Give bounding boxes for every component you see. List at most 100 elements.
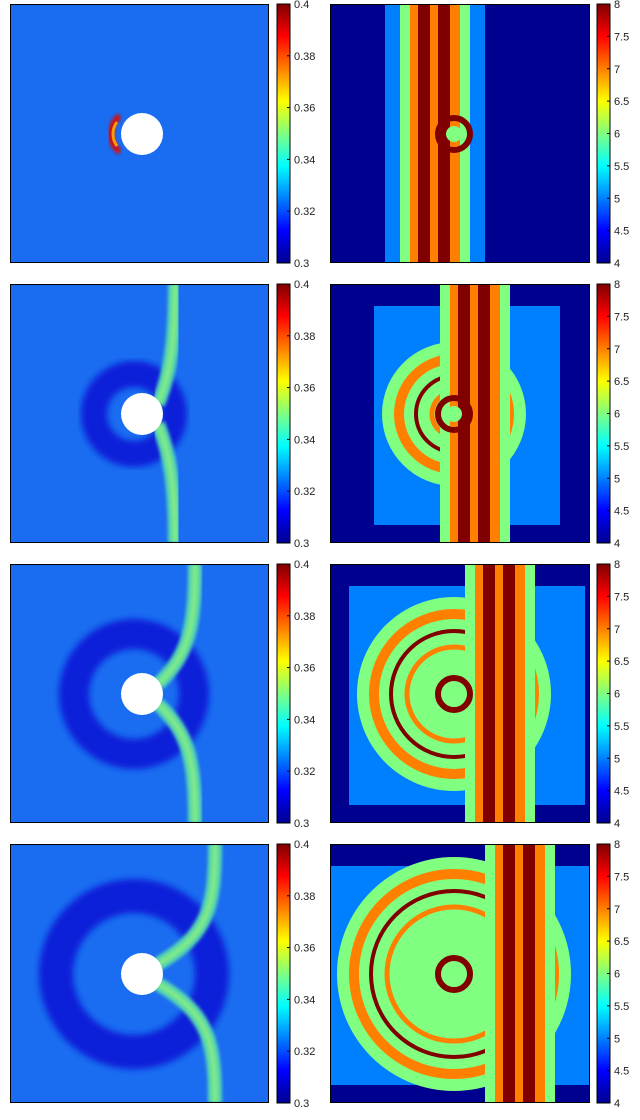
colorbar-tick-label: 4.5 xyxy=(614,226,629,238)
colorbar-tick-label: 0.32 xyxy=(294,1046,315,1058)
panel-frame xyxy=(10,844,269,1103)
mesh-panel xyxy=(330,284,590,543)
hot-edge-outer xyxy=(111,121,119,147)
panel-frame xyxy=(10,564,269,823)
obstacle-core xyxy=(446,406,462,422)
band-zone-8-left xyxy=(418,4,430,263)
colorbar-tick-label: 0.32 xyxy=(294,486,315,498)
panel-frame xyxy=(330,284,590,543)
colorbar-tick-label: 0.34 xyxy=(294,994,315,1006)
plume-core xyxy=(156,564,198,823)
colorbar-tick-label: 0.3 xyxy=(294,1098,309,1110)
hot-edge xyxy=(107,113,122,155)
colorbar-tick-label: 7 xyxy=(614,344,620,356)
wave-ring xyxy=(59,619,209,769)
band-zone-7 xyxy=(495,844,545,1103)
colorbar-tick-label: 0.38 xyxy=(294,891,315,903)
band-zone-8-right xyxy=(478,284,490,543)
colorbar-tick-label: 4 xyxy=(614,258,620,270)
colorbar-gradient xyxy=(276,283,291,544)
obstacle-ring xyxy=(435,955,473,993)
colorbar-tick-label: 4 xyxy=(614,538,620,550)
colorbar-tick-label: 6.5 xyxy=(614,96,629,108)
colorbar-gradient xyxy=(276,843,291,1104)
panel-frame xyxy=(330,4,590,263)
colorbar-tick-label: 0.38 xyxy=(294,331,315,343)
colorbar-tick-label: 0.38 xyxy=(294,611,315,623)
colorbar-tick-label: 7.5 xyxy=(614,31,629,43)
mesh-panel xyxy=(330,844,590,1103)
colorbar-tick-label: 4.5 xyxy=(614,1066,629,1078)
band-zone-7 xyxy=(475,564,525,823)
mesh-panel xyxy=(330,564,590,823)
panel-frame xyxy=(10,284,269,543)
colorbar-tick-label: 4 xyxy=(614,1098,620,1110)
field-colorbar: 0.4 0.38 0.36 0.34 0.32 0.3 xyxy=(276,839,315,1110)
colorbar-tick-label: 0.36 xyxy=(294,663,315,675)
colorbar-tick-label: 6 xyxy=(614,129,620,141)
colorbar-tick-label: 7 xyxy=(614,64,620,76)
colorbar-tick-label: 6.5 xyxy=(614,936,629,948)
colorbar-tick-label: 0.36 xyxy=(294,383,315,395)
colorbar-tick-label: 5.5 xyxy=(614,161,629,173)
band-zone-8-left xyxy=(503,844,515,1103)
colorbar-tick-label: 0.4 xyxy=(294,559,309,571)
colorbar-tick-label: 0.32 xyxy=(294,206,315,218)
colorbar-tick-label: 0.32 xyxy=(294,766,315,778)
colorbar-tick-label: 4 xyxy=(614,818,620,830)
band-zone-8-right xyxy=(523,844,535,1103)
band-zone-8-right xyxy=(438,4,450,263)
colorbar-tick-label: 5 xyxy=(614,473,620,485)
obstacle-disc xyxy=(121,393,163,435)
colorbar-tick-label: 0.36 xyxy=(294,943,315,955)
colorbar-tick-label: 4.5 xyxy=(614,506,629,518)
field-panel xyxy=(10,284,269,543)
colorbar-tick-label: 0.34 xyxy=(294,154,315,166)
colorbar-tick-label: 0.34 xyxy=(294,434,315,446)
band-zone-8-left xyxy=(483,564,495,823)
colorbar-tick-label: 0.3 xyxy=(294,258,309,270)
colorbar-tick-label: 6.5 xyxy=(614,376,629,388)
obstacle-core xyxy=(446,966,462,982)
field-colorbar: 0.4 0.38 0.36 0.34 0.32 0.3 xyxy=(276,0,315,270)
plume-core xyxy=(156,844,218,1103)
colorbar-tick-label: 6.5 xyxy=(614,656,629,668)
obstacle-core xyxy=(446,126,462,142)
colorbar-tick-label: 5.5 xyxy=(614,441,629,453)
colorbar-tick-label: 4.5 xyxy=(614,786,629,798)
colorbar-tick-label: 0.3 xyxy=(294,538,309,550)
mesh-colorbar: 8 7.5 7 6.5 6 5.5 5 4.5 4 xyxy=(596,0,629,270)
colorbar-tick-label: 5 xyxy=(614,1033,620,1045)
field-colorbar: 0.4 0.38 0.36 0.34 0.32 0.3 xyxy=(276,559,315,830)
colorbar-tick-label: 7.5 xyxy=(614,871,629,883)
obstacle-disc xyxy=(121,673,163,715)
colorbar-tick-label: 5 xyxy=(614,753,620,765)
obstacle-disc xyxy=(121,113,163,155)
field-colorbar: 0.4 0.38 0.36 0.34 0.32 0.3 xyxy=(276,279,315,550)
colorbar-gradient xyxy=(276,3,291,264)
colorbar-tick-label: 0.4 xyxy=(294,839,309,851)
panel-frame xyxy=(330,564,590,823)
colorbar-tick-label: 8 xyxy=(614,839,620,851)
band-zone-8-left xyxy=(458,284,470,543)
colorbar-tick-label: 5.5 xyxy=(614,721,629,733)
colorbar-tick-label: 6 xyxy=(614,969,620,981)
field-panel xyxy=(10,4,269,263)
colorbar-gradient xyxy=(276,563,291,824)
colorbar-tick-label: 0.38 xyxy=(294,51,315,63)
field-panel xyxy=(10,564,269,823)
colorbar-tick-label: 0.36 xyxy=(294,103,315,115)
obstacle-ring xyxy=(435,675,473,713)
colorbar-tick-label: 6 xyxy=(614,689,620,701)
colorbar-tick-label: 7 xyxy=(614,904,620,916)
colorbar-tick-label: 7.5 xyxy=(614,311,629,323)
colorbar-tick-label: 5.5 xyxy=(614,1001,629,1013)
wave-ring xyxy=(81,361,187,467)
plume-core xyxy=(155,284,178,543)
panel-frame xyxy=(330,844,590,1103)
mesh-colorbar: 8 7.5 7 6.5 6 5.5 5 4.5 4 xyxy=(596,559,629,830)
field-panel xyxy=(10,844,269,1103)
colorbar-tick-label: 0.3 xyxy=(294,818,309,830)
mesh-colorbar: 8 7.5 7 6.5 6 5.5 5 4.5 4 xyxy=(596,839,629,1110)
obstacle-ring xyxy=(435,115,473,153)
